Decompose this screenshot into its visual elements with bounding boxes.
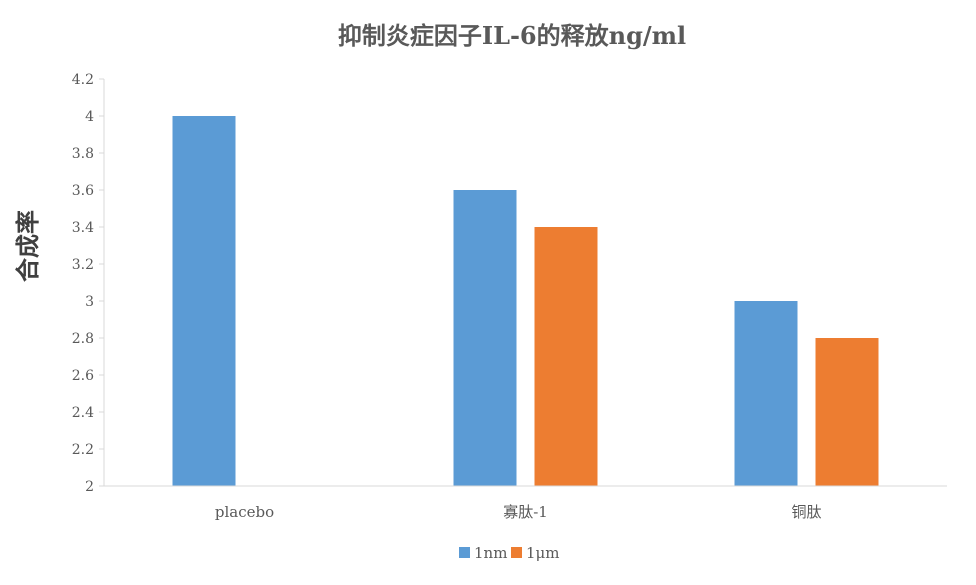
- y-tick-label: 3.2: [72, 257, 94, 273]
- legend: 1nm 1μm: [459, 544, 560, 562]
- y-tick-label: 4.2: [72, 72, 94, 88]
- y-tick-label: 2.4: [72, 405, 94, 421]
- legend-swatch: [511, 547, 522, 558]
- legend-label: 1μm: [526, 544, 560, 562]
- y-tick-label: 2.8: [72, 331, 94, 347]
- y-axis-label: 合成率: [13, 210, 42, 282]
- y-tick-label: 2: [85, 479, 94, 495]
- y-tick-label: 2.6: [72, 368, 94, 384]
- bar-series1-1: [453, 190, 517, 486]
- y-tick-label: 3.8: [72, 146, 94, 162]
- legend-label: 1nm: [474, 544, 507, 562]
- chart-title: 抑制炎症因子IL-6的释放ng/ml: [338, 21, 686, 50]
- x-axis: placebo 寡肽-1 铜肽: [104, 485, 947, 521]
- legend-swatch: [459, 547, 470, 558]
- y-tick-label: 2.2: [72, 442, 94, 458]
- x-tick-label: 寡肽-1: [503, 503, 548, 521]
- y-tick-label: 3: [85, 294, 94, 310]
- bar-series2-2: [815, 338, 879, 486]
- y-tick-label: 3.6: [72, 183, 94, 199]
- bar-series1-2: [734, 301, 798, 486]
- bar-series2-1: [534, 227, 598, 486]
- bars-group: [172, 116, 879, 486]
- bar-series1-0: [172, 116, 236, 486]
- y-tick-label: 3.4: [72, 220, 94, 236]
- y-tick-label: 4: [85, 109, 94, 125]
- x-tick-label: placebo: [215, 503, 274, 521]
- x-tick-label: 铜肽: [791, 503, 821, 521]
- y-axis: 2 2.2 2.4 2.6 2.8 3 3.2 3.4 3.6 3.8 4 4.2: [72, 72, 105, 495]
